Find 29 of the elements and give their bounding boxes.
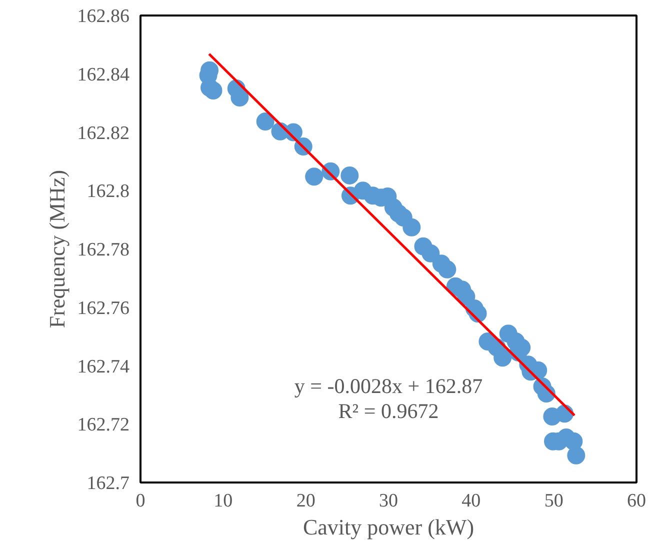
x-tick-label: 10 [214, 490, 233, 512]
annotation: R² = 0.9672 [338, 398, 439, 423]
y-tick-label: 162.78 [77, 240, 130, 260]
point [422, 244, 440, 262]
y-tick-label: 162.7 [86, 473, 130, 494]
point [204, 82, 222, 100]
point [256, 112, 274, 130]
point [305, 168, 324, 186]
y-tick-label: 162.84 [77, 64, 130, 86]
y-tick-label: 162.86 [77, 6, 130, 27]
point [340, 166, 359, 184]
y-tick-label: 162.76 [77, 298, 130, 319]
annotation: y = -0.0028x + 162.87 [294, 374, 483, 398]
x-axis-title: Cavity power (kW) [302, 514, 474, 540]
x-tick-label: 20 [296, 490, 316, 512]
point [402, 218, 421, 236]
y-tick-label: 162.74 [77, 356, 130, 378]
x-tick-label: 60 [627, 490, 646, 512]
x-tick-label: 30 [379, 490, 398, 512]
y-tick-label: 162.8 [86, 181, 130, 202]
y-tick-label: 162.72 [77, 414, 130, 436]
point [567, 446, 586, 464]
x-tick-label: 50 [544, 490, 564, 512]
x-tick-label: 0 [136, 490, 146, 512]
x-tick-label: 40 [462, 490, 481, 512]
y-tick-label: 162.82 [77, 122, 130, 144]
point [494, 348, 512, 367]
point [438, 260, 456, 278]
y-axis-title: Frequency (MHz) [44, 170, 70, 328]
